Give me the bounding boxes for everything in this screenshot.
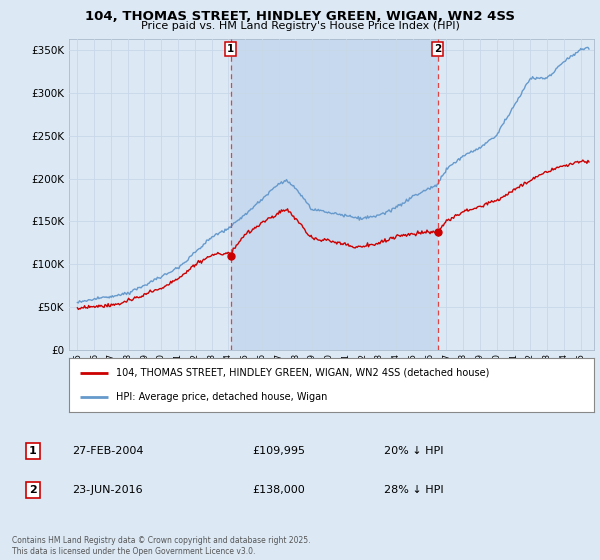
Text: £109,995: £109,995 [252,446,305,456]
Text: 1: 1 [29,446,37,456]
Text: 28% ↓ HPI: 28% ↓ HPI [384,485,443,495]
Text: 27-FEB-2004: 27-FEB-2004 [72,446,143,456]
Text: £138,000: £138,000 [252,485,305,495]
Text: Contains HM Land Registry data © Crown copyright and database right 2025.
This d: Contains HM Land Registry data © Crown c… [12,536,311,556]
Text: Price paid vs. HM Land Registry's House Price Index (HPI): Price paid vs. HM Land Registry's House … [140,21,460,31]
Text: 1: 1 [227,44,235,54]
Text: 23-JUN-2016: 23-JUN-2016 [72,485,143,495]
Text: 104, THOMAS STREET, HINDLEY GREEN, WIGAN, WN2 4SS (detached house): 104, THOMAS STREET, HINDLEY GREEN, WIGAN… [116,368,490,378]
Text: 104, THOMAS STREET, HINDLEY GREEN, WIGAN, WN2 4SS: 104, THOMAS STREET, HINDLEY GREEN, WIGAN… [85,10,515,23]
Text: HPI: Average price, detached house, Wigan: HPI: Average price, detached house, Wiga… [116,392,328,402]
Text: 2: 2 [29,485,37,495]
Text: 2: 2 [434,44,441,54]
Bar [231,39,437,350]
Text: 20% ↓ HPI: 20% ↓ HPI [384,446,443,456]
